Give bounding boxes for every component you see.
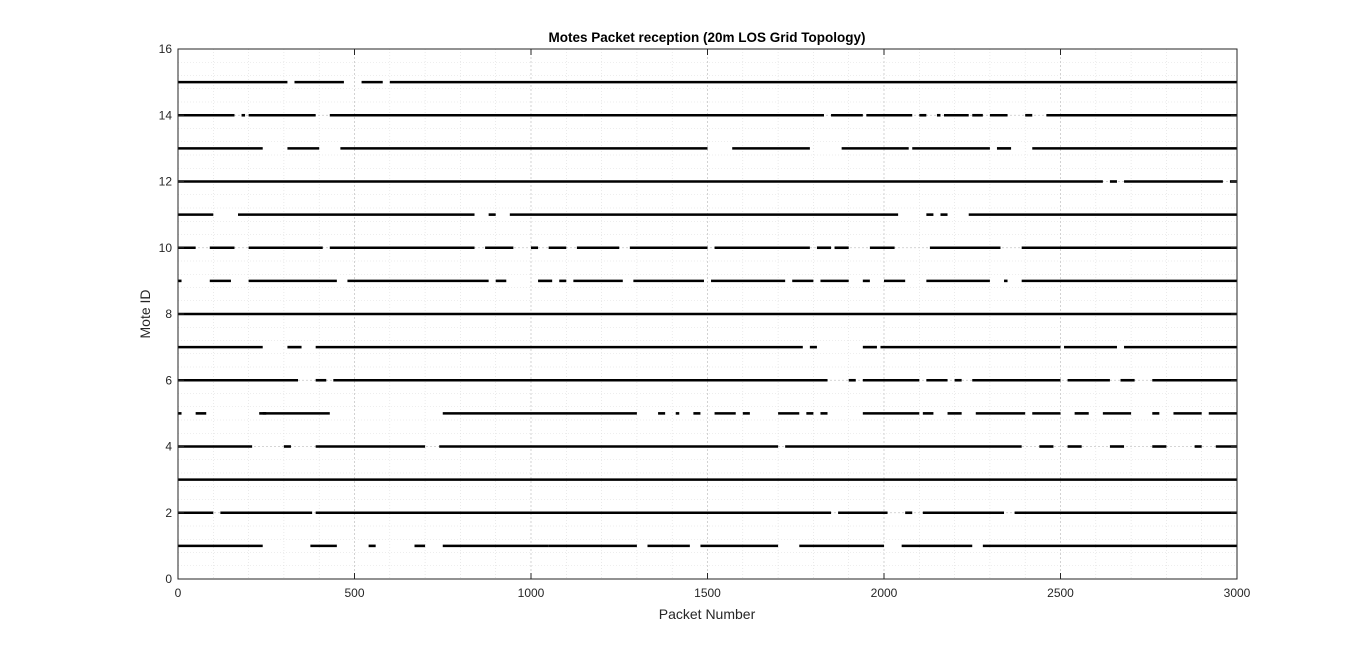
- y-tick-label: 0: [165, 572, 172, 586]
- x-tick-label: 2500: [1047, 586, 1074, 600]
- x-tick-label: 3000: [1224, 586, 1251, 600]
- axis-ticks: 0 500 1000 1500 2000 2500 3000 0 2 4 6 8 10 12 14 16: [159, 42, 1251, 600]
- chart-title: Motes Packet reception (20m LOS Grid Top…: [548, 30, 865, 45]
- y-tick-label: 6: [165, 373, 172, 387]
- x-axis-label: Packet Number: [659, 606, 756, 622]
- y-axis-label: Mote ID: [137, 289, 153, 338]
- y-tick-label: 12: [159, 175, 173, 189]
- data-marks: [178, 80, 1237, 548]
- y-tick-label: 10: [159, 241, 173, 255]
- y-tick-label: 4: [165, 440, 172, 454]
- x-tick-label: 500: [344, 586, 364, 600]
- x-tick-label: 1000: [518, 586, 545, 600]
- y-tick-label: 2: [165, 506, 172, 520]
- y-tick-label: 14: [159, 108, 173, 122]
- x-tick-label: 0: [175, 586, 182, 600]
- x-tick-label: 2000: [871, 586, 898, 600]
- y-tick-label: 8: [165, 307, 172, 321]
- x-tick-label: 1500: [694, 586, 721, 600]
- y-tick-label: 16: [159, 42, 173, 56]
